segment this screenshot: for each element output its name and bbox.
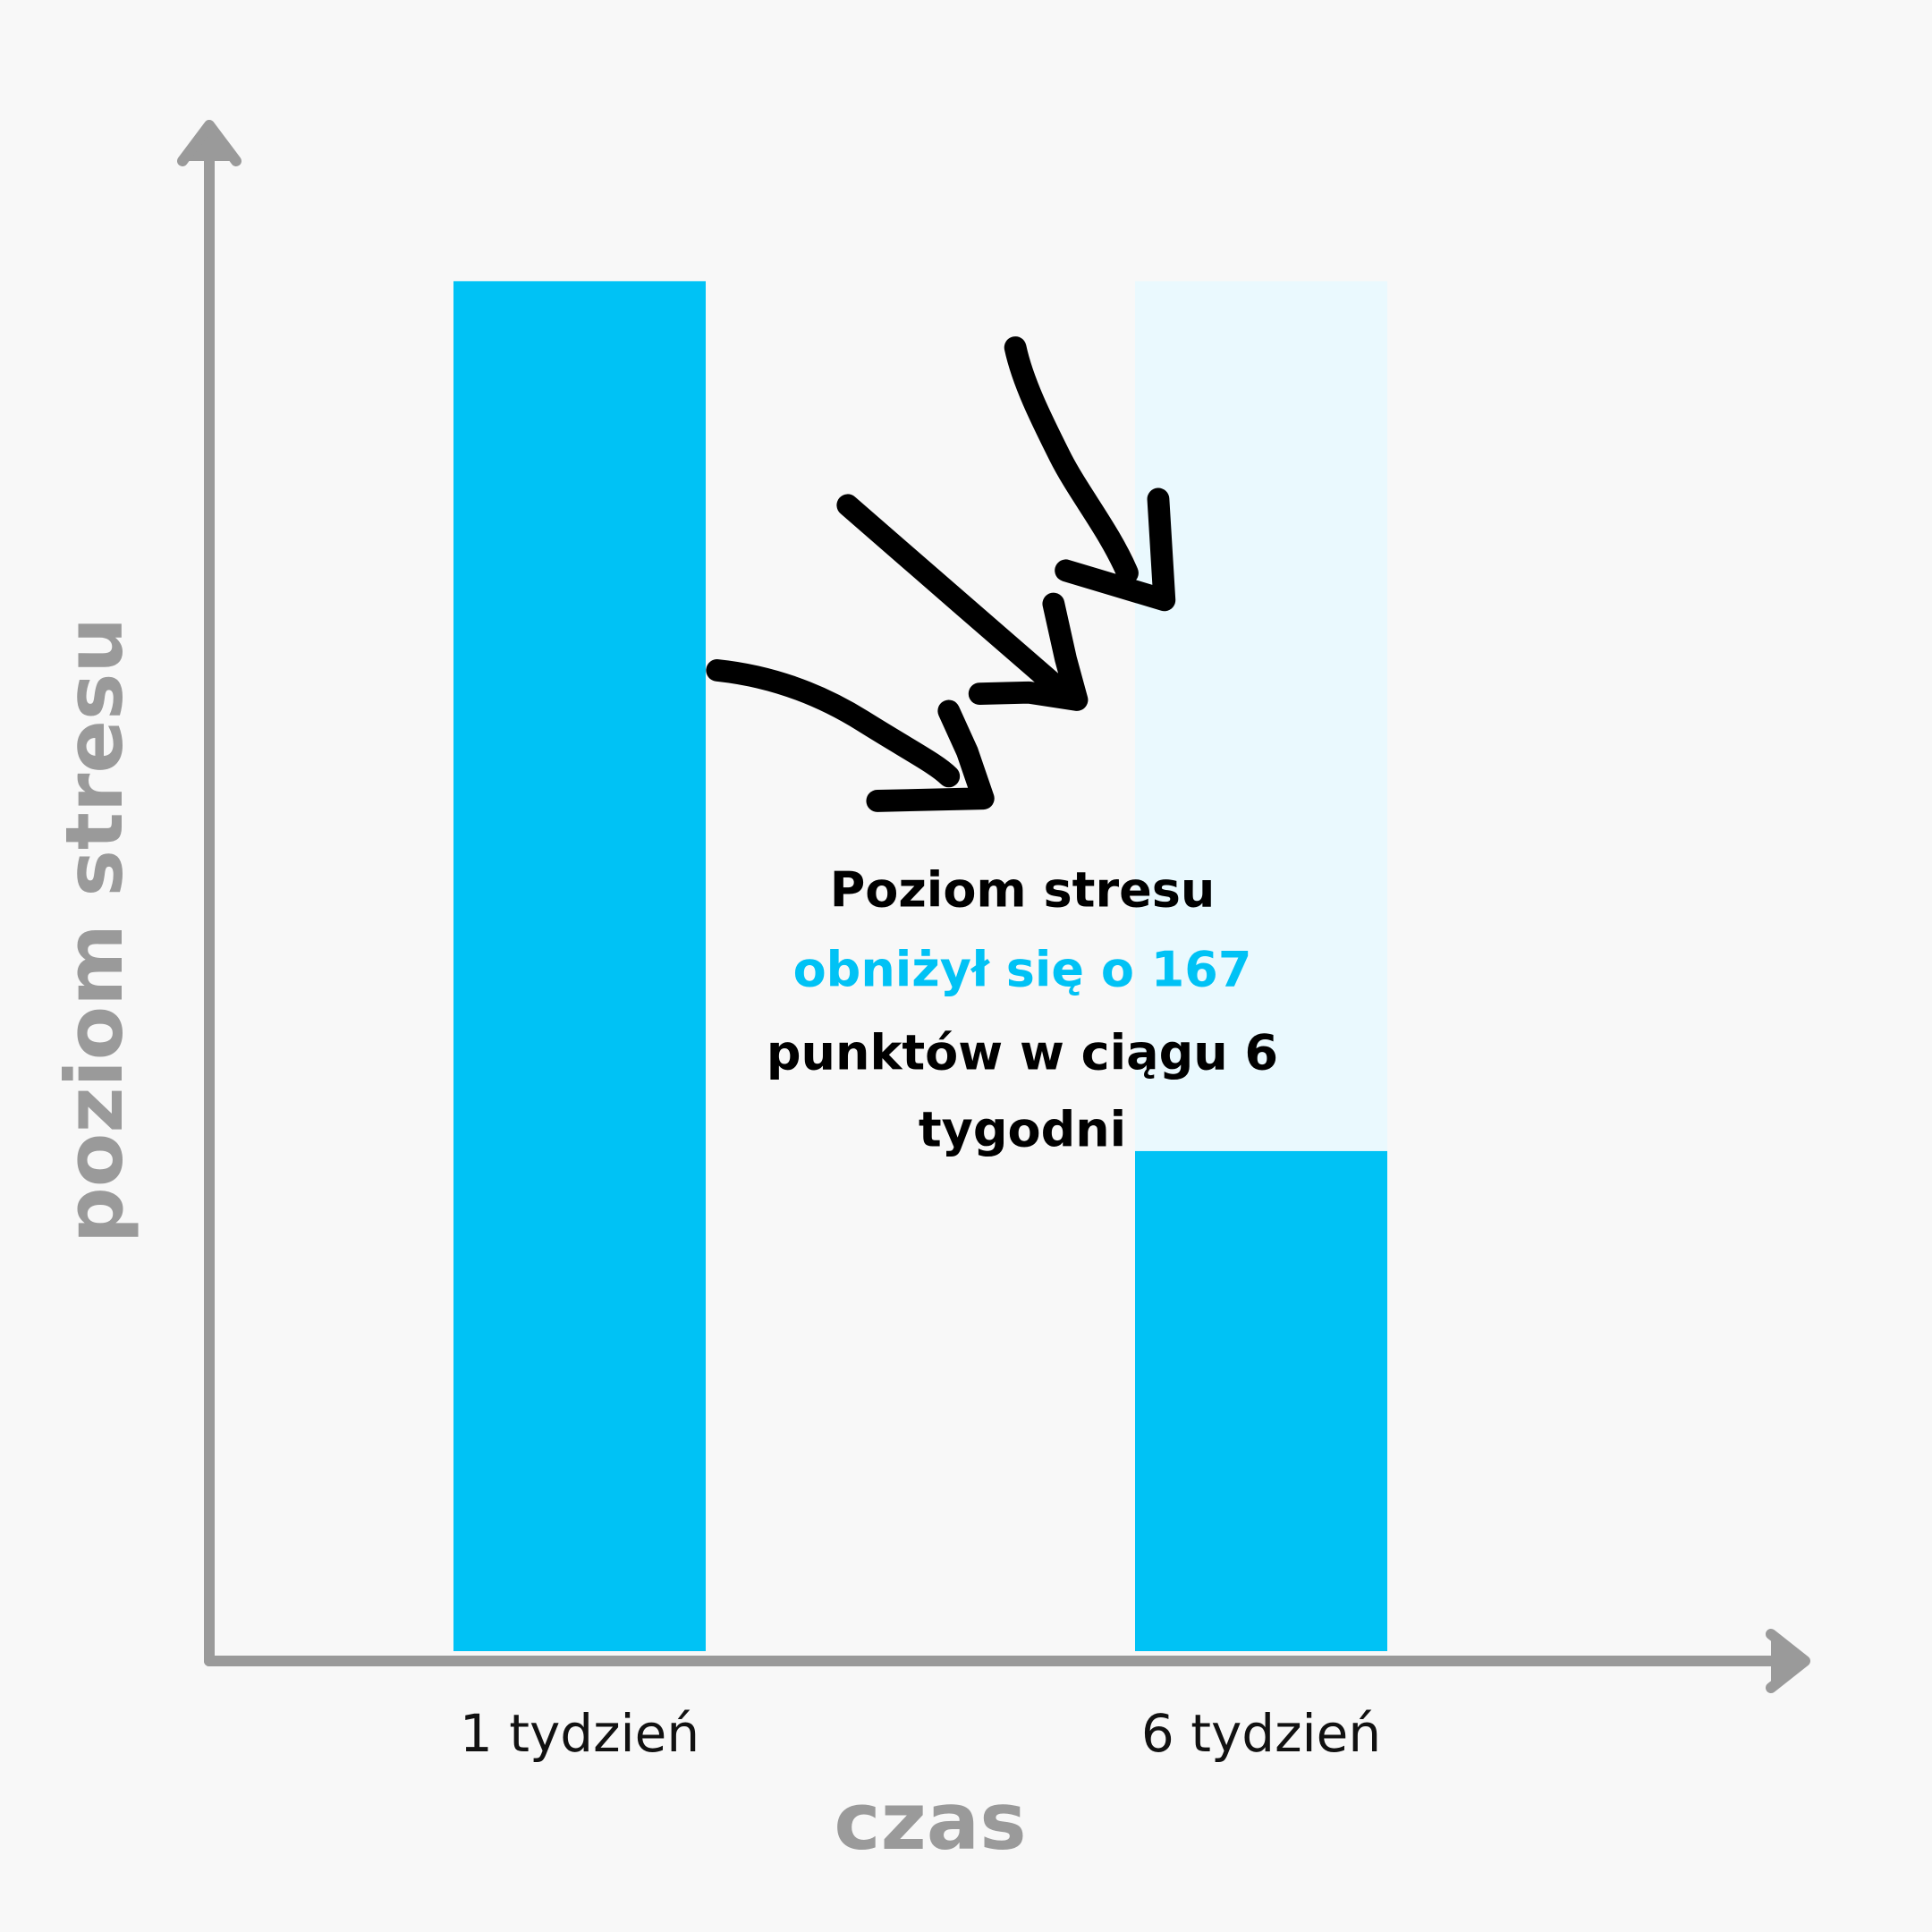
bar	[1135, 1150, 1387, 1651]
x-tick-label: 1 tydzień	[460, 1703, 699, 1764]
bar	[453, 281, 706, 1651]
arrow-head	[1055, 487, 1176, 612]
y-axis-title: poziom stresu	[48, 617, 140, 1243]
x-tick-label: 6 tydzień	[1141, 1703, 1381, 1764]
annotation: Poziom stresu	[830, 862, 1216, 919]
annotation: obniżył się o 167	[793, 942, 1252, 998]
plot-area	[453, 281, 1387, 1651]
arrow	[836, 494, 1065, 695]
annotation: punktów w ciągu 6	[767, 1025, 1278, 1081]
axes	[177, 120, 1810, 1693]
arrows	[706, 336, 1176, 812]
arrow-head	[866, 699, 995, 812]
x-axis-arrow	[1766, 1629, 1810, 1693]
arrow-head	[968, 592, 1089, 711]
annotation: tygodni	[919, 1102, 1126, 1158]
y-axis-arrow	[177, 120, 242, 166]
arrow	[706, 659, 961, 788]
x-axis-title: czas	[834, 1775, 1026, 1868]
arrow	[1004, 336, 1139, 584]
